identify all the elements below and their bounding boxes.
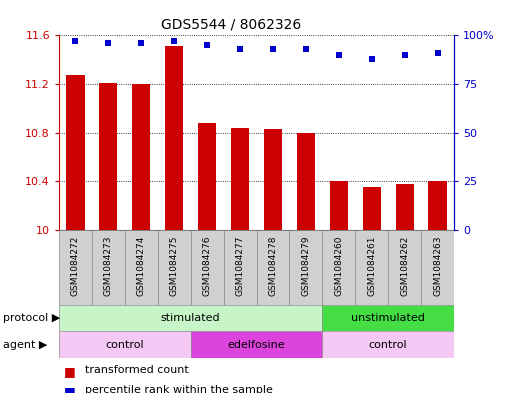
Point: [368, 55, 376, 62]
Bar: [428, 181, 447, 230]
Bar: [125, 230, 158, 305]
Bar: [256, 230, 289, 305]
Text: unstimulated: unstimulated: [351, 313, 425, 323]
Point: [236, 46, 244, 52]
Bar: [322, 230, 355, 305]
Bar: [224, 230, 256, 305]
Text: protocol ▶: protocol ▶: [3, 313, 60, 323]
Text: ■: ■: [64, 385, 76, 393]
Bar: [198, 123, 216, 230]
Text: GSM1084275: GSM1084275: [170, 236, 179, 296]
Text: GSM1084279: GSM1084279: [301, 236, 310, 296]
Text: GSM1084276: GSM1084276: [203, 236, 212, 296]
Point: [170, 38, 179, 44]
Bar: [355, 230, 388, 305]
Text: edelfosine: edelfosine: [228, 340, 285, 350]
Text: GSM1084261: GSM1084261: [367, 236, 376, 296]
Text: GSM1084263: GSM1084263: [433, 236, 442, 296]
Bar: [231, 128, 249, 230]
Point: [401, 51, 409, 58]
Text: transformed count: transformed count: [85, 365, 188, 375]
Bar: [264, 129, 282, 230]
Bar: [297, 132, 315, 230]
Text: GDS5544 / 8062326: GDS5544 / 8062326: [161, 18, 301, 32]
Point: [433, 50, 442, 56]
Bar: [191, 331, 322, 358]
Text: stimulated: stimulated: [161, 313, 221, 323]
Bar: [388, 230, 421, 305]
Text: GSM1084274: GSM1084274: [137, 236, 146, 296]
Bar: [59, 305, 322, 331]
Bar: [66, 75, 85, 230]
Bar: [165, 46, 183, 230]
Text: GSM1084260: GSM1084260: [334, 236, 343, 296]
Bar: [59, 230, 92, 305]
Bar: [100, 83, 117, 230]
Bar: [396, 184, 413, 230]
Text: percentile rank within the sample: percentile rank within the sample: [85, 385, 272, 393]
Bar: [330, 181, 348, 230]
Text: GSM1084262: GSM1084262: [400, 236, 409, 296]
Bar: [59, 331, 191, 358]
Point: [203, 42, 211, 48]
Text: GSM1084272: GSM1084272: [71, 236, 80, 296]
Bar: [132, 84, 150, 230]
Text: GSM1084277: GSM1084277: [235, 236, 245, 296]
Bar: [322, 331, 454, 358]
Point: [302, 46, 310, 52]
Text: ■: ■: [64, 365, 76, 378]
Point: [137, 40, 145, 46]
Bar: [158, 230, 191, 305]
Bar: [421, 230, 454, 305]
Bar: [363, 187, 381, 230]
Text: control: control: [106, 340, 144, 350]
Text: GSM1084278: GSM1084278: [268, 236, 278, 296]
Text: agent ▶: agent ▶: [3, 340, 47, 350]
Bar: [191, 230, 224, 305]
Point: [71, 38, 80, 44]
Bar: [322, 305, 454, 331]
Bar: [289, 230, 322, 305]
Bar: [92, 230, 125, 305]
Text: control: control: [369, 340, 407, 350]
Text: GSM1084273: GSM1084273: [104, 236, 113, 296]
Point: [104, 40, 112, 46]
Point: [269, 46, 277, 52]
Point: [334, 51, 343, 58]
